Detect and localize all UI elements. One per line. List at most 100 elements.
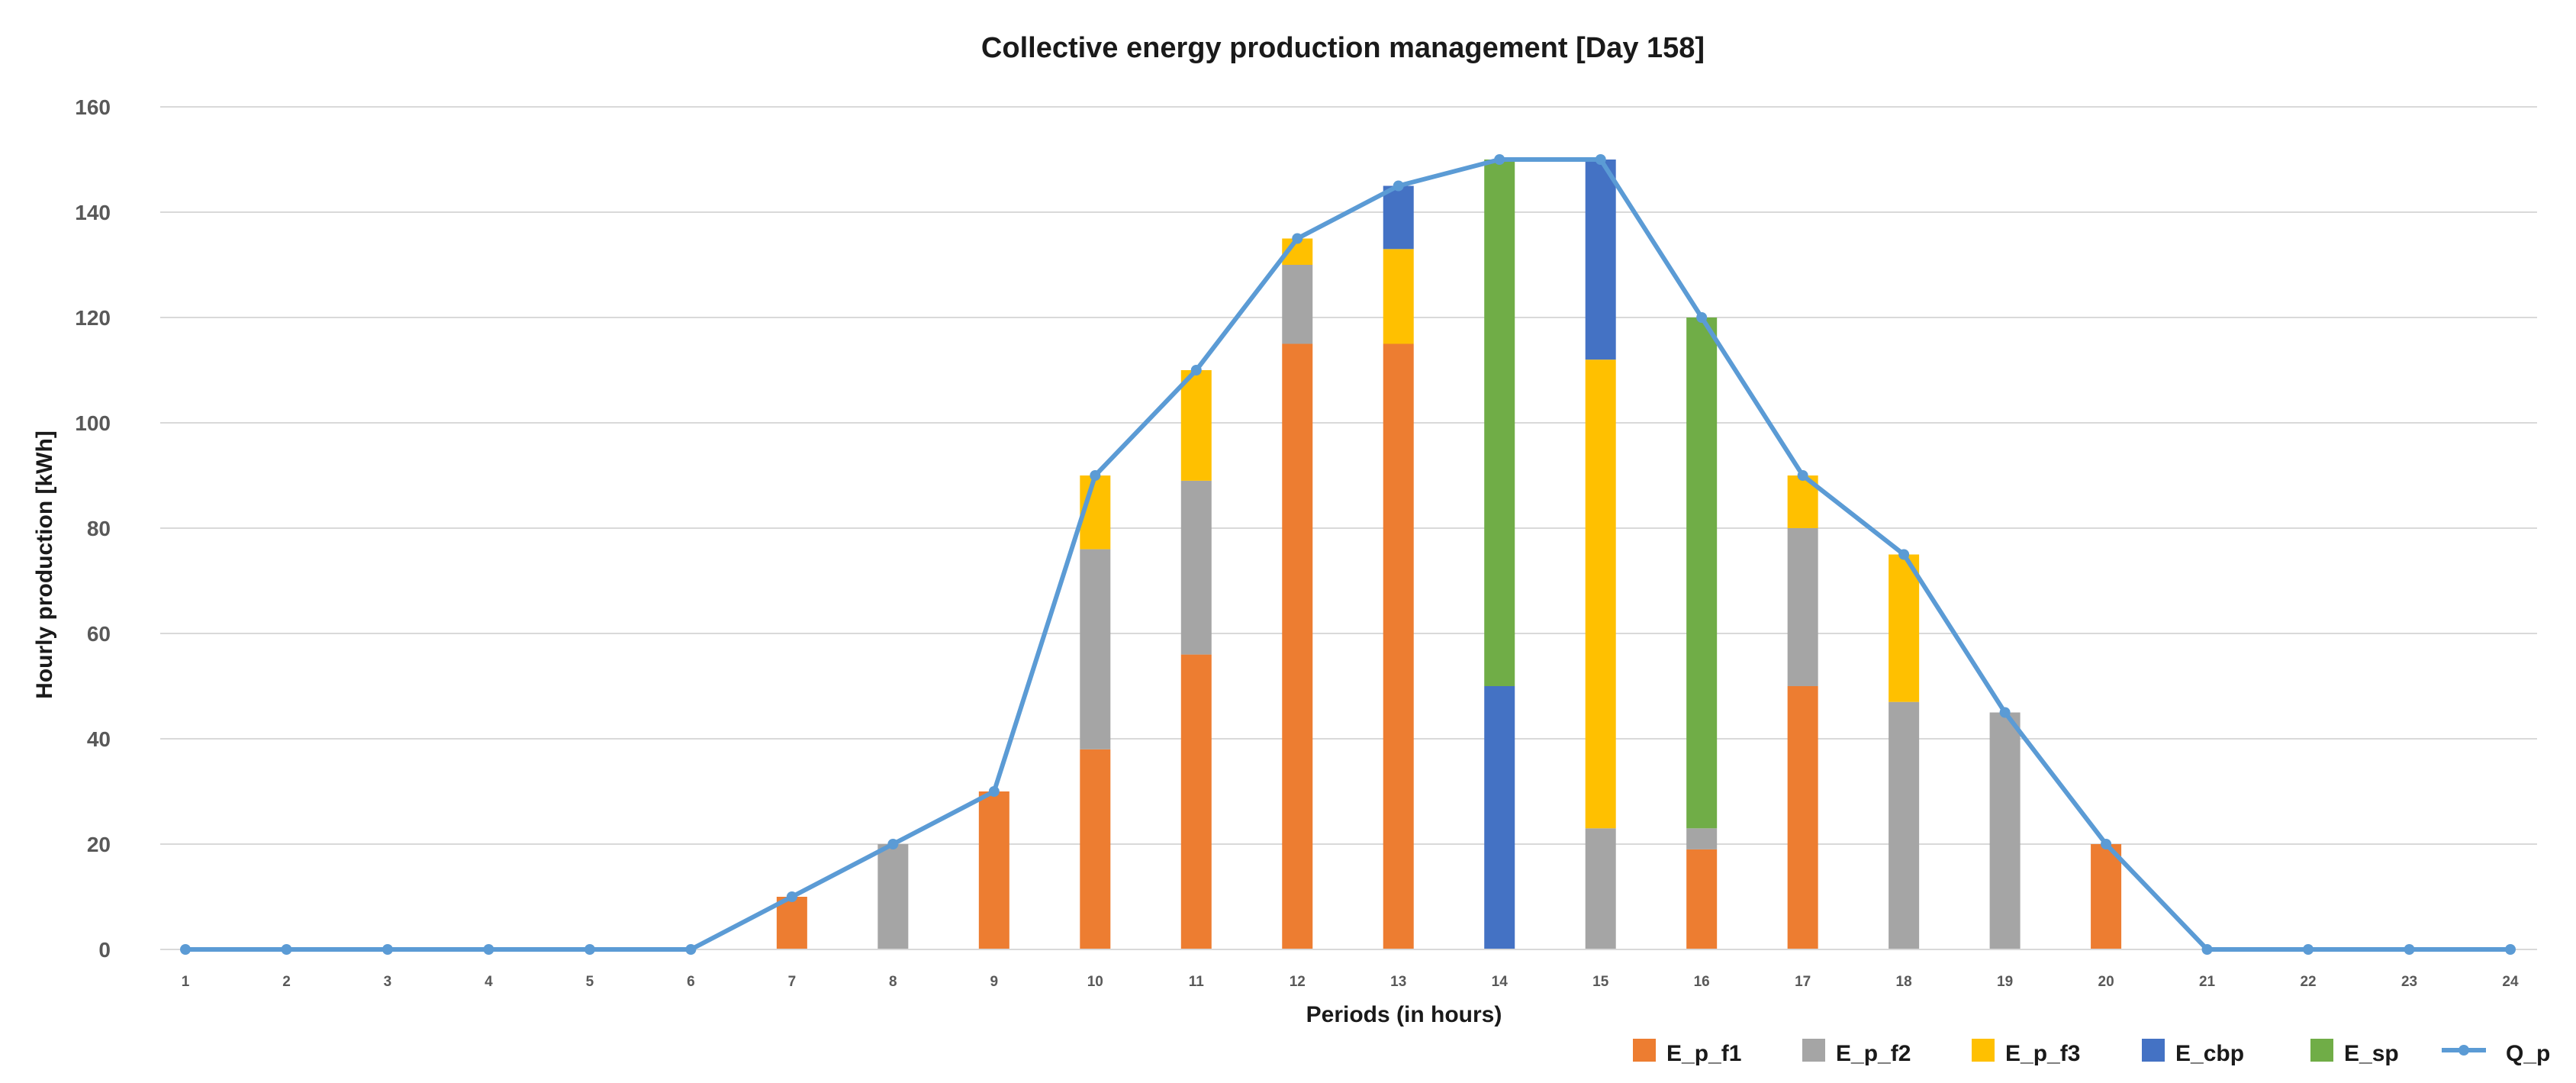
bar-e-p-f3 [1383, 249, 1414, 344]
y-tick-label: 80 [87, 517, 111, 540]
line-point [1090, 470, 1101, 481]
x-tick-label: 14 [1492, 974, 1509, 990]
line-point [180, 944, 191, 955]
bar-e-p-f2 [1889, 701, 1920, 949]
q-p-line [180, 154, 2516, 955]
y-tick-label: 100 [75, 411, 111, 435]
line-point [1292, 233, 1303, 244]
line-point [1494, 154, 1505, 165]
x-tick-label: 9 [990, 974, 999, 990]
bar-e-cbp [1383, 185, 1414, 250]
x-tick-label: 11 [1189, 974, 1205, 990]
y-axis-ticks: 0 20 40 60 80 100 120 140 160 [75, 95, 111, 962]
x-tick-label: 20 [2098, 974, 2114, 990]
y-tick-label: 160 [75, 95, 111, 119]
line-point [685, 944, 697, 955]
x-axis-ticks: 1 2 3 4 5 6 7 8 9 10 11 12 13 14 15 16 17 18 19 20 21 22 23 24 [182, 974, 2519, 990]
x-tick-label: 6 [687, 974, 695, 990]
bar-e-sp [1686, 317, 1718, 829]
line-point [2201, 944, 2213, 955]
line-point [2101, 839, 2112, 849]
legend-label: Q_p [2506, 1041, 2550, 1066]
gridlines [160, 106, 2537, 845]
x-tick-label: 23 [2401, 974, 2417, 990]
bar-e-p-f1 [1282, 343, 1313, 949]
x-tick-label: 4 [485, 974, 493, 990]
bar-e-p-f2 [1180, 480, 1212, 655]
bar-e-p-f2 [1585, 828, 1616, 949]
x-tick-label: 21 [2199, 974, 2216, 990]
x-tick-label: 13 [1390, 974, 1406, 990]
x-tick-label: 5 [586, 974, 594, 990]
line-point [281, 944, 292, 955]
bar-e-sp [1484, 160, 1515, 686]
y-tick-label: 120 [75, 306, 111, 330]
legend-swatch [2310, 1039, 2333, 1062]
bar-e-p-f2 [1282, 265, 1313, 344]
bar-e-p-f2 [1080, 549, 1111, 749]
line-point [988, 786, 1000, 797]
legend-label: E_p_f1 [1666, 1041, 1741, 1066]
y-tick-label: 20 [87, 833, 111, 856]
bar-e-p-f1 [1383, 343, 1414, 949]
bar-e-cbp [1484, 686, 1515, 949]
x-tick-label: 2 [282, 974, 291, 990]
line-q-p [185, 157, 2510, 952]
legend-swatch-marker [2458, 1045, 2469, 1056]
legend-swatch [1633, 1039, 1656, 1062]
bar-e-p-f1 [1787, 686, 1818, 949]
line-point [1898, 549, 1910, 560]
y-tick-label: 40 [87, 727, 111, 751]
bar-stacks [776, 160, 2122, 949]
bar-e-p-f1 [978, 791, 1009, 949]
line-point [1595, 154, 1606, 165]
line-point [786, 891, 797, 902]
line-point [584, 944, 595, 955]
x-tick-label: 8 [889, 974, 897, 990]
x-tick-label: 7 [788, 974, 797, 990]
legend-label: E_p_f2 [1836, 1041, 1911, 1066]
x-tick-label: 24 [2502, 974, 2519, 990]
x-axis-title: Periods (in hours) [1306, 1002, 1502, 1027]
line-point [1190, 365, 1202, 376]
x-tick-label: 1 [182, 974, 190, 990]
legend-label: E_cbp [2175, 1041, 2244, 1066]
bar-e-cbp [1585, 160, 1616, 360]
x-tick-label: 22 [2300, 974, 2316, 990]
bar-e-p-f2 [877, 844, 909, 949]
bar-e-p-f1 [2091, 844, 2122, 949]
y-tick-label: 0 [98, 938, 111, 962]
x-tick-label: 10 [1087, 974, 1103, 990]
legend: E_p_f1 E_p_f2 E_p_f3 E_cbp E_sp Q_p [1633, 1039, 2550, 1066]
bar-e-p-f2 [1787, 528, 1818, 686]
y-tick-label: 140 [75, 201, 111, 224]
bar-e-p-f3 [1180, 370, 1212, 481]
chart-title: Collective energy production management … [981, 32, 1705, 64]
x-tick-label: 12 [1290, 974, 1306, 990]
y-axis-title: Hourly production [kWh] [32, 430, 57, 699]
x-tick-label: 15 [1592, 974, 1609, 990]
legend-label: E_sp [2344, 1041, 2399, 1066]
x-tick-label: 18 [1896, 974, 1912, 990]
x-tick-label: 16 [1694, 974, 1710, 990]
legend-label: E_p_f3 [2005, 1041, 2080, 1066]
line-point [2505, 944, 2516, 955]
legend-swatch [2142, 1039, 2165, 1062]
bar-e-p-f3 [1585, 359, 1616, 829]
legend-swatch [1972, 1039, 1995, 1062]
line-point [483, 944, 494, 955]
line-point [382, 944, 393, 955]
bar-e-p-f2 [1989, 712, 2021, 949]
line-point [1393, 180, 1404, 192]
x-tick-label: 17 [1795, 974, 1811, 990]
bar-e-p-f1 [776, 897, 807, 949]
line-point [2303, 944, 2314, 955]
line-point [887, 839, 899, 849]
bar-e-p-f1 [1180, 654, 1212, 949]
bar-e-p-f1 [1686, 849, 1718, 949]
legend-swatch [1802, 1039, 1825, 1062]
x-tick-label: 19 [1997, 974, 2013, 990]
line-point [1999, 707, 2011, 718]
bar-e-p-f1 [1080, 749, 1111, 949]
